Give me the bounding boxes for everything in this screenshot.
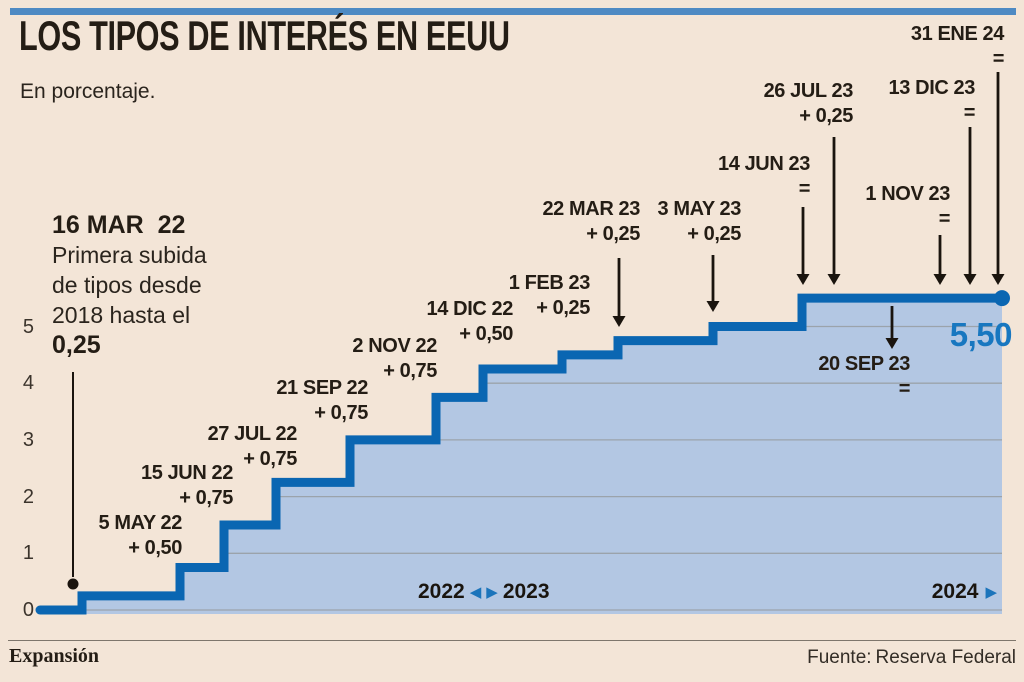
top-accent-bar [10, 8, 1016, 15]
rate-change-note: 1 NOV 23 = [865, 183, 950, 231]
note-change: + 0,75 [243, 448, 297, 470]
note-change: + 0,25 [687, 223, 741, 245]
source-label: Fuente: [807, 647, 872, 668]
y-axis-tick-label: 5 [22, 315, 34, 338]
annotation-arrowhead [885, 338, 899, 349]
note-change: + 0,75 [314, 402, 368, 424]
note-date: 15 JUN 22 [140, 462, 233, 484]
annotation-arrowhead [706, 301, 720, 312]
note-change: + 0,75 [383, 360, 437, 382]
x-axis-year-2024: 2024 ▶ [932, 580, 997, 604]
note-date: 14 JUN 23 [717, 153, 810, 175]
note-date: 21 SEP 22 [276, 377, 368, 399]
callout-value: 0,25 [52, 331, 101, 359]
note-change: = [898, 378, 911, 400]
annotation-arrowhead [827, 274, 841, 285]
note-date: 3 MAY 23 [657, 198, 741, 220]
note-date: 26 JUL 23 [763, 80, 854, 102]
note-date: 5 MAY 22 [98, 512, 182, 534]
source-name: Reserva Federal [875, 647, 1016, 668]
rate-change-note: 5 MAY 22 + 0,50 [98, 512, 182, 560]
annotation-arrowhead [963, 274, 977, 285]
annotation-arrowhead [612, 316, 626, 327]
year-2024-label: 2024 [931, 580, 979, 603]
note-date: 31 ENE 24 [910, 23, 1005, 45]
x-axis-year-markers: 2022 ◀ ▶ 2023 [418, 580, 550, 604]
chart-subtitle: En porcentaje. [20, 80, 156, 103]
annotation-arrowhead [991, 274, 1005, 285]
area-fill [40, 298, 1002, 614]
page-title-text: LOS TIPOS DE INTERÉS EN EEUU [19, 12, 510, 59]
callout-dot [67, 578, 79, 590]
note-date: 14 DIC 22 [426, 298, 514, 320]
callout-text-line: Primera subida [52, 242, 207, 268]
footer-divider [8, 640, 1016, 641]
source-credit: Fuente: Reserva Federal [803, 647, 1016, 669]
rate-change-note: 1 FEB 23 + 0,25 [508, 272, 591, 320]
note-change: = [938, 208, 951, 230]
note-date: 27 JUL 22 [207, 423, 298, 445]
note-date: 2 NOV 22 [352, 335, 437, 357]
end-dot [994, 290, 1010, 307]
y-axis-tick-label: 4 [22, 372, 34, 395]
year-2023-label: 2023 [502, 580, 550, 603]
rate-change-note: 2 NOV 22 + 0,75 [352, 335, 437, 383]
y-axis-tick-label: 2 [22, 485, 34, 508]
step-line [35, 293, 1007, 615]
rate-change-note: 13 DIC 23 = [888, 77, 976, 125]
rate-change-note: 21 SEP 22 + 0,75 [276, 377, 368, 425]
triangle-left-icon: ◀ [469, 582, 482, 601]
note-change: + 0,50 [128, 537, 182, 559]
note-change: + 0,25 [586, 223, 640, 245]
callout-date: 16 MAR 22 [52, 211, 186, 239]
first-hike-callout: 16 MAR 22 Primera subida de tipos desde 201… [52, 210, 207, 360]
callout-text-line: 2018 hasta el [52, 302, 191, 328]
note-change: = [798, 178, 811, 200]
annotation-arrowhead [933, 274, 947, 285]
rate-change-note: 3 MAY 23 + 0,25 [657, 198, 741, 246]
triangle-right-icon: ▶ [486, 582, 498, 601]
note-change: = [963, 102, 976, 124]
note-change: + 0,25 [536, 297, 590, 319]
note-change: + 0,50 [459, 323, 513, 345]
year-2022-label: 2022 [418, 580, 465, 603]
rate-change-note: 31 ENE 24 = [910, 23, 1005, 71]
rate-change-note: 14 DIC 22 + 0,50 [426, 298, 514, 346]
rate-change-note: 14 JUN 23 = [718, 153, 810, 201]
note-change: = [992, 48, 1005, 70]
y-axis-tick-label: 0 [22, 599, 34, 621]
note-date: 22 MAR 23 [542, 198, 640, 220]
callout-text-line: de tipos desde [52, 272, 202, 298]
triangle-right-icon: ▶ [985, 582, 997, 601]
rate-change-note: 20 SEP 23 = [818, 353, 910, 401]
rate-change-note: 26 JUL 23 + 0,25 [763, 80, 854, 128]
final-value-label: 5,50 [949, 316, 1013, 353]
note-date: 13 DIC 23 [888, 77, 976, 99]
rate-change-note: 27 JUL 22 + 0,75 [207, 423, 298, 471]
note-date: 1 NOV 23 [865, 183, 950, 205]
note-date: 20 SEP 23 [818, 353, 910, 375]
rate-change-note: 22 MAR 23 + 0,25 [542, 198, 640, 246]
page-title: LOS TIPOS DE INTERÉS EN EEUU [19, 12, 691, 60]
y-axis-tick-label: 1 [22, 542, 34, 565]
y-axis-tick-label: 3 [22, 428, 34, 451]
note-change: + 0,75 [179, 487, 233, 509]
rate-change-note: 15 JUN 22 + 0,75 [141, 462, 233, 510]
note-change: + 0,25 [799, 105, 853, 127]
annotation-arrowhead [796, 274, 810, 285]
brand-logo: Expansión [9, 645, 100, 667]
note-date: 1 FEB 23 [508, 272, 591, 294]
